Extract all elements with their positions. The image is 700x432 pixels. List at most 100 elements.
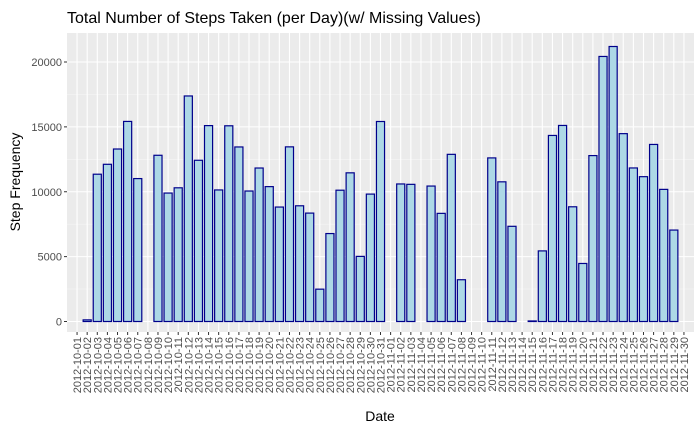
y-tick-label: 0 [56, 317, 62, 329]
bar-2012-10-20 [264, 186, 274, 323]
bar-2012-10-03 [92, 173, 102, 323]
bar-2012-10-11 [173, 187, 183, 323]
bar-2012-11-20 [578, 262, 588, 323]
bar-2012-10-15 [214, 189, 224, 323]
x-tick-label: 2012-11-06 [436, 337, 448, 392]
y-tick-label: 15000 [31, 122, 62, 134]
x-tick-label: 2012-11-08 [456, 337, 468, 392]
bar-2012-11-02 [396, 183, 406, 323]
bar-2012-11-18 [557, 124, 568, 323]
bar-2012-10-04 [102, 163, 113, 323]
bar-2012-10-26 [325, 232, 335, 323]
bar-2012-11-06 [436, 212, 446, 323]
x-tick-label: 2012-11-09 [467, 337, 479, 392]
bar-2012-11-11 [487, 157, 497, 323]
x-tick-label: 2012-10-14 [204, 337, 216, 393]
x-tick-label: 2012-10-25 [315, 337, 327, 393]
x-tick-label: 2012-10-07 [133, 337, 145, 393]
x-tick-label: 2012-11-17 [547, 337, 559, 392]
x-tick-label: 2012-11-14 [517, 337, 529, 392]
bar-2012-11-16 [537, 250, 547, 323]
bars-group [82, 45, 679, 323]
x-tick-label: 2012-11-11 [487, 337, 499, 392]
x-tick-label: 2012-11-23 [608, 337, 620, 392]
x-tick-label: 2012-11-07 [446, 337, 458, 392]
x-tick-label: 2012-11-20 [578, 337, 590, 392]
bar-2012-11-28 [659, 188, 669, 323]
x-tick-label: 2012-11-28 [659, 337, 671, 392]
x-tick-label: 2012-11-04 [416, 337, 428, 392]
x-tick-label: 2012-11-18 [558, 337, 570, 392]
bar-2012-11-25 [628, 167, 639, 323]
x-tick-label: 2012-10-12 [183, 337, 195, 393]
x-tick-label: 2012-10-05 [113, 337, 125, 393]
bar-2012-10-02 [82, 319, 92, 323]
bar-2012-10-29 [355, 255, 365, 323]
x-tick-label: 2012-11-05 [426, 337, 438, 392]
bar-2012-10-22 [284, 146, 295, 323]
x-tick-label: 2012-10-06 [123, 337, 135, 393]
bar-2012-11-29 [669, 229, 679, 323]
y-tick-label: 20000 [31, 57, 62, 69]
bar-2012-11-07 [446, 153, 456, 323]
y-tick-label: 5000 [38, 252, 62, 264]
bar-2012-10-10 [163, 192, 173, 323]
x-tick-label: 2012-11-21 [588, 337, 600, 392]
bar-2012-10-18 [244, 190, 254, 323]
x-tick-label: 2012-10-11 [173, 337, 185, 392]
x-tick-label: 2012-10-23 [295, 337, 307, 393]
bar-2012-11-27 [648, 143, 659, 323]
bar-2012-11-19 [568, 206, 578, 323]
bar-2012-11-03 [406, 183, 416, 323]
y-axis-title: Step Frequency [7, 133, 23, 232]
bar-2012-10-12 [183, 95, 193, 323]
x-tick-label: 2012-11-30 [679, 337, 691, 392]
x-tick-label: 2012-10-31 [376, 337, 388, 393]
x-tick-label: 2012-11-02 [396, 337, 408, 392]
x-tick-label: 2012-10-26 [325, 337, 337, 393]
x-tick-label: 2012-11-15 [527, 337, 539, 392]
x-tick-label: 2012-10-08 [143, 337, 155, 393]
x-tick-label: 2012-11-27 [649, 337, 661, 392]
x-tick-label: 2012-11-10 [477, 337, 489, 392]
bar-2012-10-14 [203, 125, 214, 323]
x-tick-label: 2012-10-13 [193, 337, 205, 393]
x-tick-label: 2012-10-21 [274, 337, 286, 393]
bar-2012-11-05 [426, 185, 436, 323]
x-tick-label: 2012-10-01 [72, 337, 84, 393]
bar-2012-10-24 [305, 212, 315, 323]
chart-title: Total Number of Steps Taken (per Day)(w/… [67, 10, 481, 27]
x-tick-label: 2012-11-29 [669, 337, 681, 392]
bar-2012-11-13 [507, 225, 517, 323]
x-tick-label: 2012-11-26 [638, 337, 650, 392]
x-tick-label: 2012-10-02 [82, 337, 94, 393]
bar-2012-10-16 [224, 125, 234, 323]
x-axis: 2012-10-012012-10-022012-10-032012-10-04… [72, 332, 691, 393]
bar-2012-11-24 [618, 133, 628, 323]
x-tick-label: 2012-10-20 [264, 337, 276, 393]
x-tick-label: 2012-10-19 [254, 337, 266, 393]
bar-2012-10-05 [112, 148, 123, 323]
bar-2012-11-12 [497, 181, 507, 323]
x-tick-label: 2012-11-25 [628, 337, 640, 392]
x-tick-label: 2012-11-22 [598, 337, 610, 392]
x-tick-label: 2012-10-04 [102, 337, 114, 393]
x-tick-label: 2012-11-01 [386, 337, 398, 392]
bar-2012-10-06 [122, 120, 133, 323]
bar-2012-11-23 [608, 45, 618, 323]
bar-2012-11-08 [456, 279, 467, 323]
bar-2012-10-23 [294, 205, 305, 323]
x-tick-label: 2012-10-28 [345, 337, 357, 393]
bar-2012-10-19 [254, 167, 264, 323]
bar-2012-11-22 [598, 55, 608, 323]
x-tick-label: 2012-10-18 [244, 337, 256, 393]
bar-2012-10-13 [193, 159, 204, 323]
bar-2012-10-21 [274, 206, 284, 323]
x-tick-label: 2012-10-09 [153, 337, 165, 393]
bar-2012-10-07 [133, 177, 143, 323]
x-tick-label: 2012-10-30 [365, 337, 377, 393]
bar-2012-10-17 [234, 146, 244, 323]
x-tick-label: 2012-10-24 [305, 337, 317, 393]
